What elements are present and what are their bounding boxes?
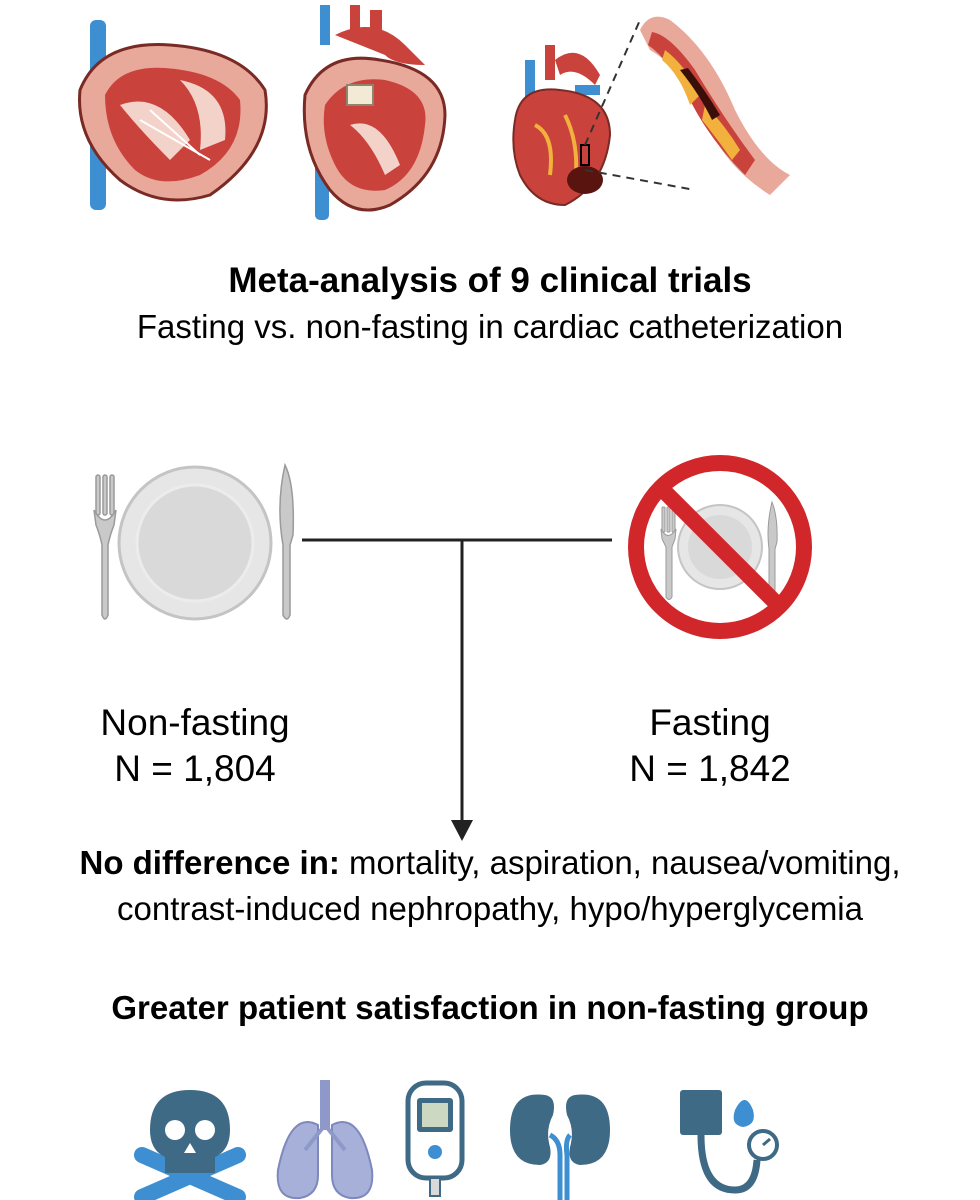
zoom-lines: [584, 19, 696, 191]
connector-lines: [302, 538, 612, 841]
heart-cross-section-icon: [78, 20, 268, 210]
result-block: No difference in: mortality, aspiration,…: [0, 840, 980, 932]
glucometer-icon: [405, 1080, 465, 1197]
non-fasting-name: Non-fasting: [100, 702, 290, 743]
plate-fork-knife-icon: [93, 462, 295, 621]
lungs-icon: [276, 1080, 374, 1200]
page-title: Meta-analysis of 9 clinical trials: [228, 261, 752, 300]
fasting-name: Fasting: [649, 702, 771, 743]
result-lead: No difference in:: [79, 844, 340, 881]
heart-artery-icon: [512, 45, 612, 207]
conclusion: Greater patient satisfaction in non-fast…: [111, 989, 869, 1026]
heart-valve-icon: [302, 5, 447, 220]
non-fasting-label: Non-fasting N = 1,804: [60, 700, 330, 792]
kidneys-icon: [510, 1094, 610, 1200]
result-line-2: contrast-induced nephropathy, hypo/hyper…: [117, 890, 863, 927]
title-block: Meta-analysis of 9 clinical trials Fasti…: [0, 258, 980, 350]
artery-plaque-icon: [640, 16, 790, 195]
page-subtitle: Fasting vs. non-fasting in cardiac cathe…: [136, 308, 844, 345]
no-eating-icon: [628, 455, 812, 639]
blood-pressure-monitor-icon: [680, 1090, 779, 1194]
non-fasting-n: N = 1,804: [114, 748, 276, 789]
fasting-label: Fasting N = 1,842: [595, 700, 825, 792]
fasting-n: N = 1,842: [629, 748, 791, 789]
result-line-1-rest: mortality, aspiration, nausea/vomiting,: [339, 844, 901, 881]
result-line-1: No difference in: mortality, aspiration,…: [0, 840, 980, 886]
skull-crossbones-icon: [134, 1090, 246, 1200]
